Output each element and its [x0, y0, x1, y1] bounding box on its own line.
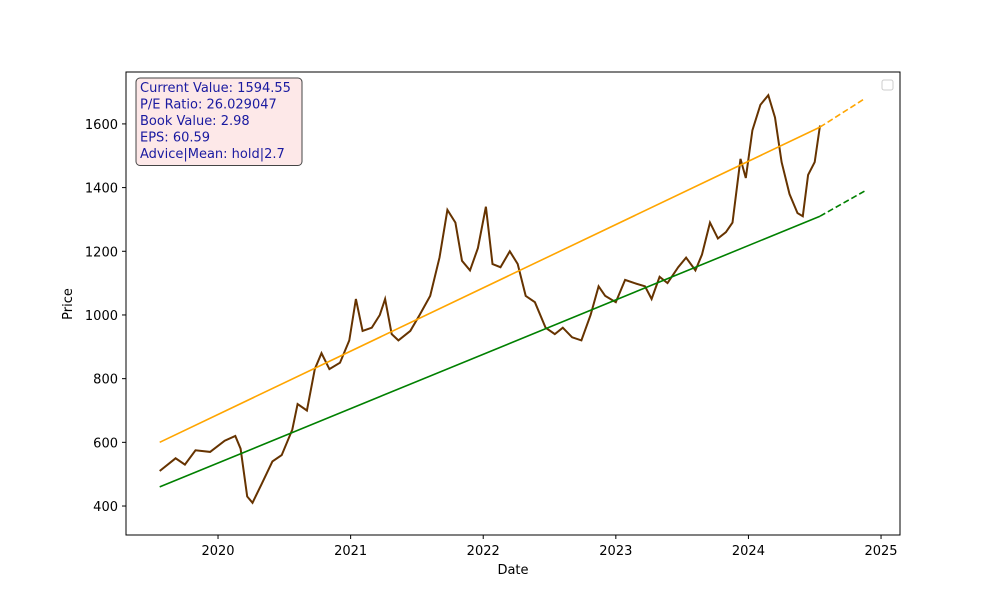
- x-tick-label: 2025: [864, 544, 897, 559]
- x-tick-label: 2024: [732, 544, 765, 559]
- series-line: [159, 215, 821, 488]
- y-tick-label: 1400: [85, 182, 118, 197]
- annotation-text: EPS: 60.59: [140, 131, 210, 146]
- y-tick-label: 1000: [85, 309, 118, 324]
- annotation-box: [135, 77, 303, 166]
- y-tick-label: 1200: [85, 245, 118, 260]
- x-tick-label: 2023: [599, 544, 632, 559]
- annotation-text: Advice|Mean: hold|2.7: [140, 147, 285, 162]
- legend-box: [881, 79, 894, 91]
- x-tick-label: 2022: [467, 544, 500, 559]
- annotation-text: Current Value: 1594.55: [140, 81, 291, 96]
- x-tick-label: 2020: [201, 544, 234, 559]
- y-tick-label: 800: [93, 373, 118, 388]
- series-line: [819, 190, 866, 217]
- y-tick-label: 1600: [85, 118, 118, 133]
- annotation-text: P/E Ratio: 26.029047: [140, 98, 277, 113]
- series-line: [819, 97, 866, 128]
- x-tick-label: 2021: [334, 544, 367, 559]
- plot-frame: [125, 71, 901, 536]
- series-line: [159, 93, 821, 505]
- y-axis-label: Price: [61, 288, 76, 320]
- y-tick-label: 600: [93, 436, 118, 451]
- y-tick-label: 400: [93, 500, 118, 515]
- series-line: [159, 126, 821, 444]
- x-axis-label: Date: [497, 563, 528, 578]
- annotation-text: Book Value: 2.98: [140, 114, 250, 129]
